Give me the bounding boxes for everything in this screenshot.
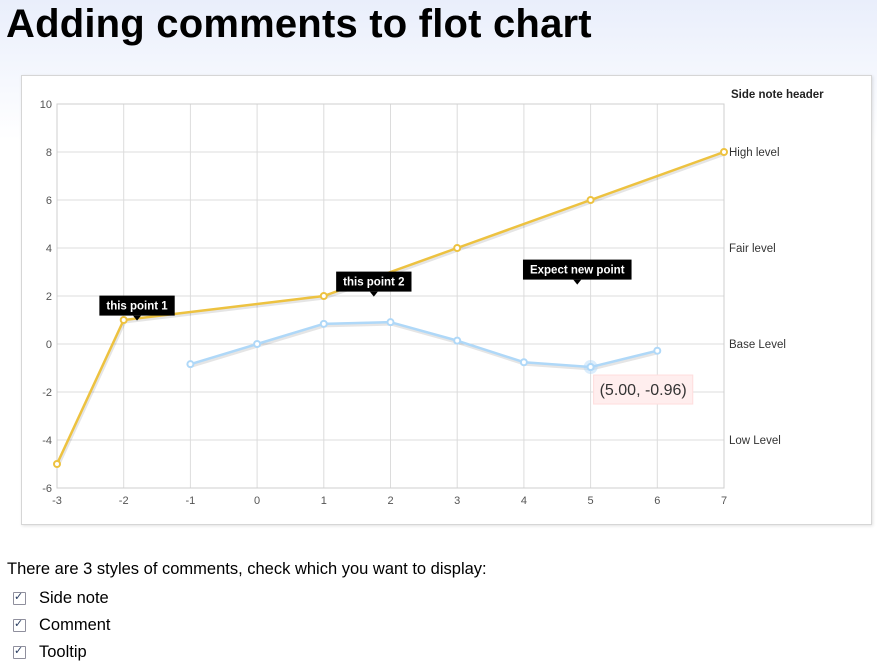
tooltip-background — [593, 374, 694, 405]
comment-checkbox[interactable] — [13, 617, 26, 632]
y-tick-label: 8 — [46, 147, 52, 159]
comment-background — [99, 295, 175, 316]
y-tick-label: 0 — [46, 339, 52, 351]
data-point — [53, 460, 61, 468]
y-tick-label: -4 — [42, 435, 52, 447]
x-tick-label: 2 — [387, 495, 393, 507]
data-point — [586, 196, 595, 204]
options-prompt: There are 3 styles of comments, check wh… — [7, 560, 487, 578]
x-tick-label: 0 — [254, 495, 260, 507]
page-title: Adding comments to flot chart — [6, 2, 592, 46]
x-tick-label: -2 — [119, 495, 129, 507]
axis-tick-labels: -3 -2 -1 0 1 2 3 4 5 6 7 -6 -4 -2 0 2 4 6 8 10 — [40, 99, 727, 507]
data-point — [453, 244, 462, 252]
comment-style-controls: There are 3 styles of comments, check wh… — [7, 560, 487, 666]
side-note-label: Base Level — [729, 339, 786, 351]
x-tick-label: -1 — [186, 495, 196, 507]
y-tick-label: -2 — [42, 387, 52, 399]
comment-box: this point 1 — [99, 295, 175, 321]
tooltip: (5.00, -0.96) — [583, 360, 694, 405]
comment-background — [336, 271, 412, 292]
side-note-label: Fair level — [729, 243, 776, 255]
data-point — [319, 292, 328, 300]
plot-border — [56, 103, 725, 489]
data-point — [319, 319, 328, 328]
y-tick-label: 2 — [46, 291, 52, 303]
data-point — [186, 360, 195, 369]
data-point — [519, 358, 528, 367]
y-tick-label: -6 — [42, 483, 52, 495]
data-point — [119, 316, 128, 324]
comment-text: this point 2 — [343, 277, 404, 289]
y-tick-label: 10 — [40, 99, 52, 111]
option-label: Side note — [39, 589, 109, 607]
comment-text: this point 1 — [106, 301, 168, 313]
comments: this point 1 this point 2 Expect new point — [99, 259, 632, 321]
tooltip-text: (5.00, -0.96) — [600, 382, 687, 399]
data-point — [720, 148, 728, 156]
comment-background — [522, 259, 632, 280]
option-comment[interactable]: Comment — [7, 612, 487, 639]
x-tick-label: 6 — [654, 495, 660, 507]
comment-text: Expect new point — [530, 265, 625, 277]
comment-pointer — [369, 291, 378, 297]
data-point — [653, 346, 662, 355]
side-note-checkbox[interactable] — [13, 590, 26, 605]
option-label: Comment — [39, 616, 111, 634]
tooltip-checkbox[interactable] — [13, 644, 26, 659]
x-tick-label: -3 — [52, 495, 62, 507]
flot-chart: -3 -2 -1 0 1 2 3 4 5 6 7 -6 -4 -2 0 2 4 6 8 10 Side note he… — [40, 89, 824, 507]
side-note-header: Side note header — [731, 89, 824, 101]
comment-box: Expect new point — [522, 259, 632, 285]
comment-pointer — [573, 279, 582, 285]
option-label: Tooltip — [39, 643, 87, 661]
x-tick-label: 3 — [454, 495, 460, 507]
data-point — [253, 340, 262, 348]
y-tick-label: 6 — [46, 195, 52, 207]
chart-panel: -3 -2 -1 0 1 2 3 4 5 6 7 -6 -4 -2 0 2 4 6 8 10 Side note he… — [21, 75, 872, 525]
tooltip-box: (5.00, -0.96) — [593, 374, 694, 405]
series-line-2 — [190, 320, 658, 369]
option-side-note[interactable]: Side note — [7, 585, 487, 612]
x-tick-label: 4 — [521, 495, 527, 507]
comment-box: this point 2 — [336, 271, 412, 297]
x-tick-label: 7 — [721, 495, 727, 507]
series-shadow — [190, 322, 659, 371]
comment-pointer — [133, 315, 142, 321]
x-tick-label: 5 — [588, 495, 594, 507]
highlighted-point — [586, 363, 595, 372]
side-notes: Side note header High level Fair level Bas… — [729, 89, 824, 447]
data-point — [453, 336, 462, 345]
x-tick-label: 1 — [321, 495, 327, 507]
y-tick-label: 4 — [46, 243, 52, 255]
data-point — [386, 318, 395, 327]
side-note-label: Low Level — [729, 435, 781, 447]
option-tooltip[interactable]: Tooltip — [7, 639, 487, 666]
side-note-label: High level — [729, 147, 780, 159]
